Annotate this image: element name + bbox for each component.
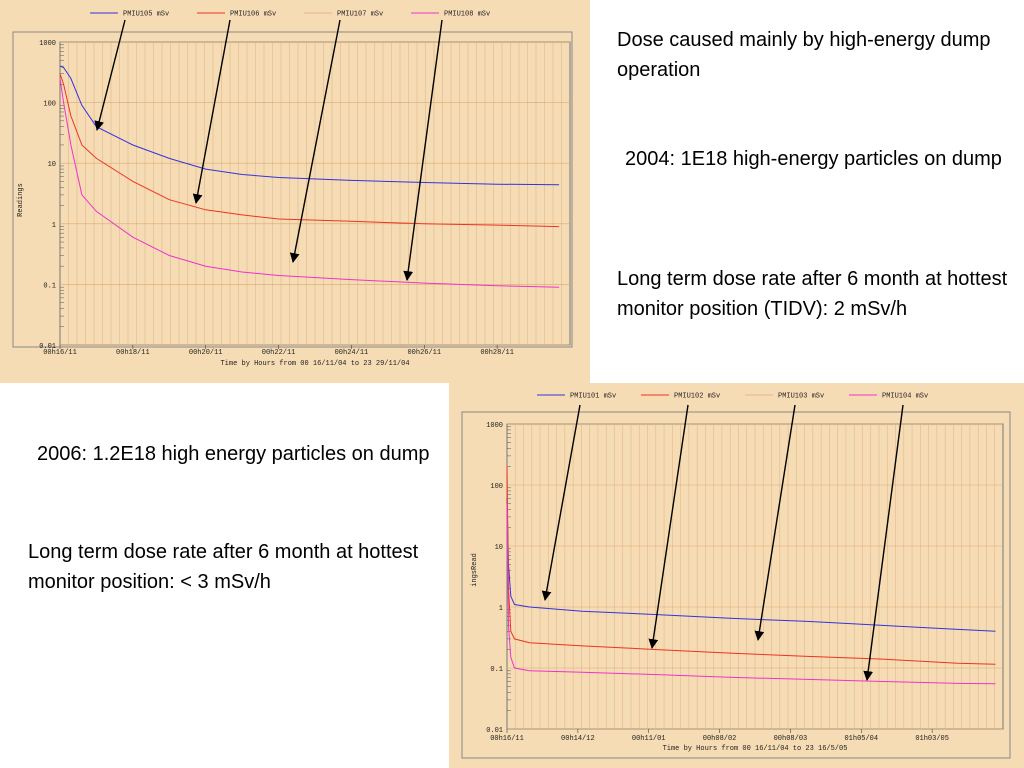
x-tick-label: 00h28/11: [480, 349, 514, 357]
note-dose-main: Dose caused mainly by high-energy dump o…: [617, 29, 991, 81]
y-tick-label: 1000: [39, 40, 56, 48]
annotation-arrow: [94, 19, 126, 131]
x-axis-label: Time by Hours from 00 16/11/04 to 23 29/…: [220, 360, 409, 368]
note-2006-particles: 2006: 1.2E18 high energy particles on du…: [37, 443, 430, 465]
series-line: [59, 78, 560, 288]
x-tick-label: 00h18/11: [116, 349, 150, 357]
x-tick-label: 00h11/01: [632, 735, 666, 743]
y-tick-label: 0.1: [43, 282, 56, 290]
note-long-term-2004: Long term dose rate after 6 month at hot…: [617, 268, 1008, 320]
x-tick-label: 00h20/11: [189, 349, 223, 357]
annotation-arrow: [754, 404, 796, 641]
series-line: [506, 503, 996, 685]
series-line: [59, 65, 560, 186]
x-tick-label: 01h03/05: [915, 735, 949, 743]
annotation-arrow: [192, 19, 231, 204]
y-tick-label: 1: [499, 605, 503, 613]
y-tick-label: 1000: [486, 422, 503, 430]
y-tick-label: 10: [495, 544, 503, 552]
y-tick-label: 10: [48, 161, 56, 169]
annotation-arrow: [289, 19, 341, 263]
legend-label: PMIU106 mSv: [230, 11, 276, 19]
legend-label: PMIU102 mSv: [674, 393, 720, 401]
series-line: [506, 498, 996, 632]
x-tick-label: 00h22/11: [262, 349, 296, 357]
x-tick-label: 00h16/11: [43, 349, 77, 357]
annotation-arrow: [403, 19, 443, 281]
grid: [60, 41, 570, 346]
x-tick-label: 00h08/02: [703, 735, 737, 743]
y-tick-label: 0.01: [486, 727, 503, 735]
chart-frame: [461, 411, 1011, 759]
y-tick-label: 100: [43, 101, 56, 109]
annotation-arrow: [648, 404, 689, 649]
y-tick-label: 1: [52, 222, 56, 230]
grid: [507, 423, 1003, 730]
legend-label: PMIU104 mSv: [882, 393, 928, 401]
x-tick-label: 00h08/03: [774, 735, 808, 743]
y-tick-label: 100: [490, 483, 503, 491]
chart-frame: [12, 31, 573, 348]
legend-label: PMIU105 mSv: [123, 11, 169, 19]
note-2004-particles: 2004: 1E18 high-energy particles on dump: [625, 148, 1002, 170]
legend-label: PMIU108 mSv: [444, 11, 490, 19]
x-tick-label: 00h24/11: [335, 349, 369, 357]
series-line: [59, 73, 560, 228]
x-tick-label: 01h05/04: [844, 735, 878, 743]
annotation-arrow: [541, 404, 581, 601]
y-tick-label: 0.1: [490, 666, 503, 674]
legend-label: PMIU103 mSv: [778, 393, 824, 401]
x-tick-label: 00h14/12: [561, 735, 595, 743]
y-axis-label: ingsRead: [471, 553, 479, 587]
legend-label: PMIU101 mSv: [570, 393, 616, 401]
legend-label: PMIU107 mSv: [337, 11, 383, 19]
series-line: [506, 466, 996, 665]
x-axis-label: Time by Hours from 00 16/11/04 to 23 16/…: [663, 745, 848, 753]
y-axis-label: Readings: [17, 183, 25, 217]
y-tick-label: 0.01: [39, 343, 56, 351]
annotation-arrow: [863, 404, 904, 681]
x-tick-label: 00h26/11: [407, 349, 441, 357]
x-tick-label: 00h16/11: [490, 735, 524, 743]
note-long-term-2006: Long term dose rate after 6 month at hot…: [28, 541, 419, 593]
